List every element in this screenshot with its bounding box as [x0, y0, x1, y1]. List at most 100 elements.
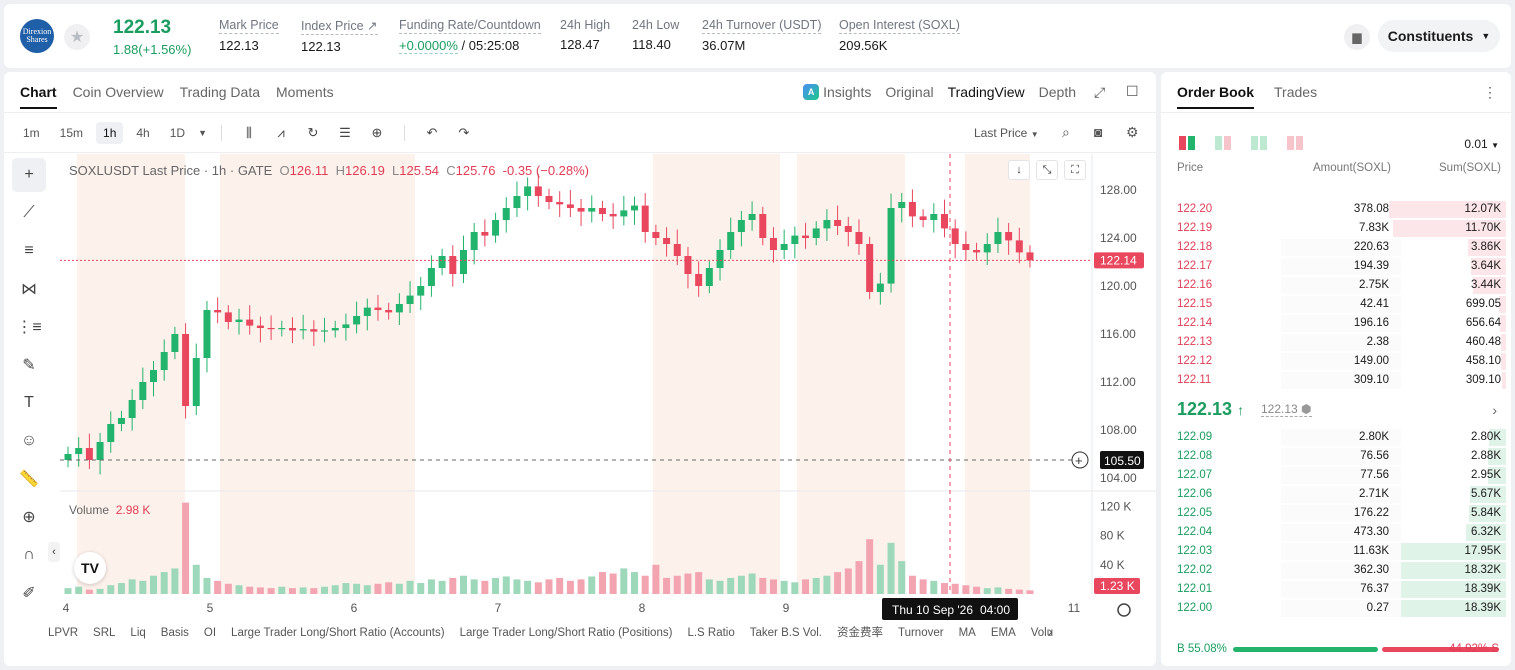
bid-row[interactable]: 122.03 11.63K 17.95K — [1161, 542, 1511, 561]
ask-row[interactable]: 122.11 309.10 309.10 — [1161, 371, 1511, 390]
view-both-alt-icon[interactable] — [1215, 136, 1231, 150]
indicator-item[interactable]: Liq — [130, 627, 146, 639]
timeframe-1d[interactable]: 1D — [169, 126, 186, 140]
ask-row[interactable]: 122.14 196.16 656.64 — [1161, 314, 1511, 333]
trendline-icon[interactable]: ⟋ — [23, 204, 35, 221]
indicator-item[interactable]: L.S Ratio — [687, 627, 735, 639]
ticker-header: Direxion Shares ★ 122.13 1.88(+1.56%) Mar… — [4, 4, 1511, 68]
tab-trades[interactable]: Trades — [1274, 84, 1318, 100]
tab-original[interactable]: Original — [885, 84, 934, 100]
tab-trading-data[interactable]: Trading Data — [179, 84, 261, 100]
expand-icon[interactable]: ⤢ — [1094, 84, 1106, 100]
magnet-icon[interactable]: ∩ — [23, 546, 35, 563]
bid-row[interactable]: 122.01 76.37 18.39K — [1161, 580, 1511, 599]
candle-type-icon[interactable]: ⫼ — [246, 125, 252, 140]
pattern-icon[interactable]: ⋈ — [21, 281, 37, 298]
indicator-item[interactable]: Turnover — [897, 627, 944, 639]
timeframe-1m[interactable]: 1m — [23, 126, 40, 140]
caret-down-icon[interactable]: ▼ — [198, 128, 207, 138]
indicator-item[interactable]: Taker B.S Vol. — [749, 627, 822, 639]
indicator-item[interactable]: Large Trader Long/Short Ratio (Accounts) — [231, 627, 445, 639]
more-menu-icon[interactable]: ⋮ — [1483, 84, 1497, 100]
ask-row[interactable]: 122.19 7.83K 11.70K — [1161, 219, 1511, 238]
tab-coin-overview[interactable]: Coin Overview — [72, 84, 164, 100]
indicators-icon[interactable]: ⩘ — [277, 125, 285, 140]
collapse-sidebar-icon[interactable]: ‹ — [48, 542, 60, 562]
candle-body — [609, 214, 617, 217]
pencil-lock-icon[interactable]: ✐ — [22, 585, 36, 602]
horizontal-lines-icon[interactable]: ≡ — [24, 242, 34, 259]
window-icon[interactable]: ☐ — [1126, 83, 1139, 99]
constituents-dropdown[interactable]: Constituents ▼ — [1378, 20, 1500, 52]
add-alert-icon[interactable]: ⊕ — [371, 125, 383, 140]
indicator-item[interactable]: MA — [958, 627, 976, 639]
bid-row[interactable]: 122.04 473.30 6.32K — [1161, 523, 1511, 542]
tick-size-select[interactable]: 0.01 ▼ — [1464, 137, 1499, 151]
indicator-item[interactable]: LPVR — [48, 627, 79, 639]
bid-row[interactable]: 122.05 176.22 5.84K — [1161, 504, 1511, 523]
brush-icon[interactable]: ✎ — [22, 357, 36, 374]
view-both-icon[interactable] — [1179, 136, 1195, 150]
text-icon[interactable]: T — [24, 394, 34, 411]
indicator-item[interactable]: SRL — [93, 627, 116, 639]
tab-depth[interactable]: Depth — [1038, 84, 1076, 100]
ask-row[interactable]: 122.17 194.39 3.64K — [1161, 257, 1511, 276]
candle-body — [780, 244, 788, 250]
ask-row[interactable]: 122.18 220.63 3.86K — [1161, 238, 1511, 257]
ask-row[interactable]: 122.20 378.08 12.07K — [1161, 200, 1511, 219]
bid-amount: 473.30 — [1353, 526, 1389, 538]
tab-chart[interactable]: Chart — [20, 84, 57, 109]
bid-row[interactable]: 122.09 2.80K 2.80K — [1161, 428, 1511, 447]
ruler-icon[interactable]: 📏 — [19, 471, 39, 488]
crosshair-icon[interactable]: + — [12, 158, 46, 192]
indicator-item[interactable]: 资金费率 — [836, 627, 883, 639]
timeframe-4h[interactable]: 4h — [136, 126, 150, 140]
stat-index-price[interactable]: Index Price ↗ 122.13 — [301, 19, 378, 54]
undo-icon[interactable]: ↶ — [426, 125, 438, 140]
fullscreen-icon[interactable]: ⛶ — [1064, 160, 1086, 180]
indicator-item[interactable]: EMA — [990, 627, 1016, 639]
templates-icon[interactable]: ☰ — [339, 125, 351, 140]
book-icon[interactable]: ▆ — [1344, 24, 1370, 50]
bid-row[interactable]: 122.02 362.30 18.32K — [1161, 561, 1511, 580]
search-icon[interactable]: ⌕ — [1062, 124, 1070, 140]
gear-icon[interactable]: ⚙ — [1126, 124, 1139, 140]
tab-tradingview[interactable]: TradingView — [947, 84, 1025, 100]
bid-row[interactable]: 122.00 0.27 18.39K — [1161, 599, 1511, 618]
mark-price-small: 122.13 ⬢ — [1261, 402, 1312, 417]
indicator-item[interactable]: Volu — [1030, 627, 1054, 639]
ask-row[interactable]: 122.13 2.38 460.48 — [1161, 333, 1511, 352]
tab-insights[interactable]: A Insights — [803, 84, 871, 100]
fib-icon[interactable]: ⋮≡ — [16, 319, 42, 336]
ask-row[interactable]: 122.15 42.41 699.05 — [1161, 295, 1511, 314]
view-bids-icon[interactable] — [1251, 136, 1267, 150]
bid-row[interactable]: 122.08 76.56 2.88K — [1161, 447, 1511, 466]
tab-order-book[interactable]: Order Book — [1177, 84, 1255, 109]
indicator-item[interactable]: Basis — [160, 627, 189, 639]
favorite-star-icon[interactable]: ★ — [64, 24, 90, 50]
price-source-select[interactable]: Last Price ▼ — [974, 126, 1039, 140]
candle-body — [321, 330, 329, 332]
emoji-icon[interactable]: ☺ — [20, 432, 38, 449]
collapse-icon[interactable]: ⤡ — [1036, 160, 1058, 180]
bid-row[interactable]: 122.06 2.71K 5.67K — [1161, 485, 1511, 504]
refresh-icon[interactable]: ↻ — [307, 125, 319, 140]
zoom-in-icon[interactable]: ⊕ — [22, 509, 36, 526]
indicator-item[interactable]: OI — [203, 627, 217, 639]
timeframe-15m[interactable]: 15m — [59, 126, 84, 140]
tab-moments[interactable]: Moments — [276, 84, 334, 100]
chevron-right-icon[interactable]: › — [1048, 623, 1053, 639]
bid-row[interactable]: 122.07 77.56 2.95K — [1161, 466, 1511, 485]
scroll-down-icon[interactable]: ↓ — [1008, 160, 1030, 180]
ask-row[interactable]: 122.16 2.75K 3.44K — [1161, 276, 1511, 295]
chart-panel: Chart Coin Overview Trading Data Moments… — [4, 72, 1156, 666]
camera-icon[interactable]: ◙ — [1094, 124, 1103, 140]
timeframe-1h[interactable]: 1h — [96, 122, 124, 144]
ask-row[interactable]: 122.12 149.00 458.10 — [1161, 352, 1511, 371]
indicator-item[interactable]: Large Trader Long/Short Ratio (Positions… — [459, 627, 673, 639]
redo-icon[interactable]: ↷ — [458, 125, 470, 140]
view-asks-icon[interactable] — [1287, 136, 1303, 150]
chevron-right-icon[interactable]: › — [1492, 402, 1497, 418]
candle-body — [224, 312, 232, 322]
candlestick-chart[interactable]: 128.00 124.00 120.00 116.00 112.00 108.00 104.… — [60, 154, 1156, 624]
